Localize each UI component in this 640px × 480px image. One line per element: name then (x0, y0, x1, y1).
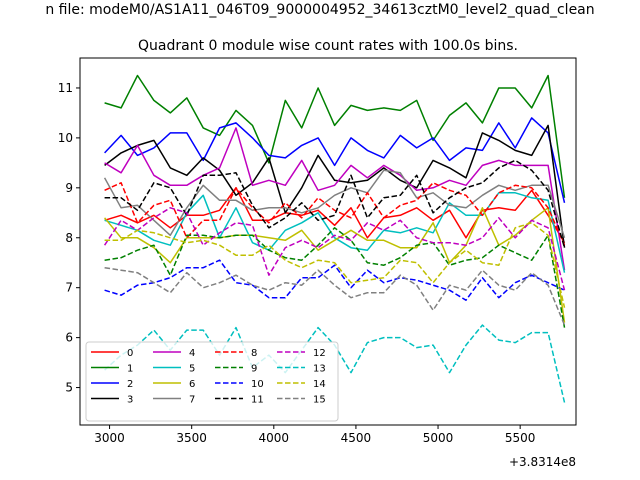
legend-label-10: 10 (251, 379, 264, 390)
y-tick-label: 9 (65, 181, 73, 195)
series-line-7 (103, 169, 566, 239)
series-line-14 (104, 222, 566, 308)
y-tick-label: 11 (58, 81, 73, 95)
series-line-11 (104, 159, 566, 248)
x-tick-label: 4500 (341, 431, 372, 445)
x-tick-label: 3000 (94, 431, 125, 445)
legend-label-13: 13 (313, 364, 326, 375)
x-offset-label: +3.8314e8 (509, 455, 576, 469)
series-line-15 (104, 266, 566, 326)
series-line-12 (103, 207, 566, 291)
legend-label-12: 12 (313, 348, 326, 359)
legend-label-1: 1 (127, 364, 133, 375)
legend-label-3: 3 (127, 395, 133, 406)
x-tick-label: 5000 (423, 431, 454, 445)
series-line-1 (104, 74, 566, 198)
y-tick-label: 7 (65, 281, 73, 295)
legend-label-0: 0 (127, 348, 133, 359)
legend-label-8: 8 (251, 348, 257, 359)
figure-suptitle: n file: modeM0/AS1A11_046T09_9000004952_… (45, 2, 594, 18)
legend-label-4: 4 (189, 348, 195, 359)
series-line-2 (104, 117, 566, 203)
series-line-6 (104, 207, 566, 323)
y-tick-label: 6 (65, 331, 73, 345)
series-layer (103, 74, 566, 403)
series-line-0 (104, 187, 566, 244)
series-line-4 (104, 127, 566, 271)
chart-title: Quadrant 0 module wise count rates with … (138, 38, 518, 54)
legend-label-11: 11 (251, 395, 264, 406)
legend-box (85, 341, 339, 422)
legend-label-7: 7 (189, 395, 195, 406)
legend-label-9: 9 (251, 364, 257, 375)
x-tick-label: 5500 (505, 431, 536, 445)
y-tick-label: 5 (65, 381, 73, 395)
series-line-3 (104, 124, 566, 248)
x-tick-label: 4000 (259, 431, 290, 445)
series-line-10 (104, 259, 565, 301)
series-line-9 (104, 227, 566, 328)
x-tick-label: 3500 (176, 431, 207, 445)
y-tick-label: 10 (58, 131, 73, 145)
series-line-8 (104, 182, 566, 246)
y-tick-label: 8 (65, 231, 73, 245)
legend-label-2: 2 (127, 379, 133, 390)
series-line-5 (104, 192, 566, 273)
legend-label-5: 5 (189, 364, 195, 375)
plot-frame (79, 57, 577, 426)
legend-label-6: 6 (189, 379, 195, 390)
legend-label-14: 14 (313, 379, 326, 390)
legend-label-15: 15 (313, 395, 326, 406)
